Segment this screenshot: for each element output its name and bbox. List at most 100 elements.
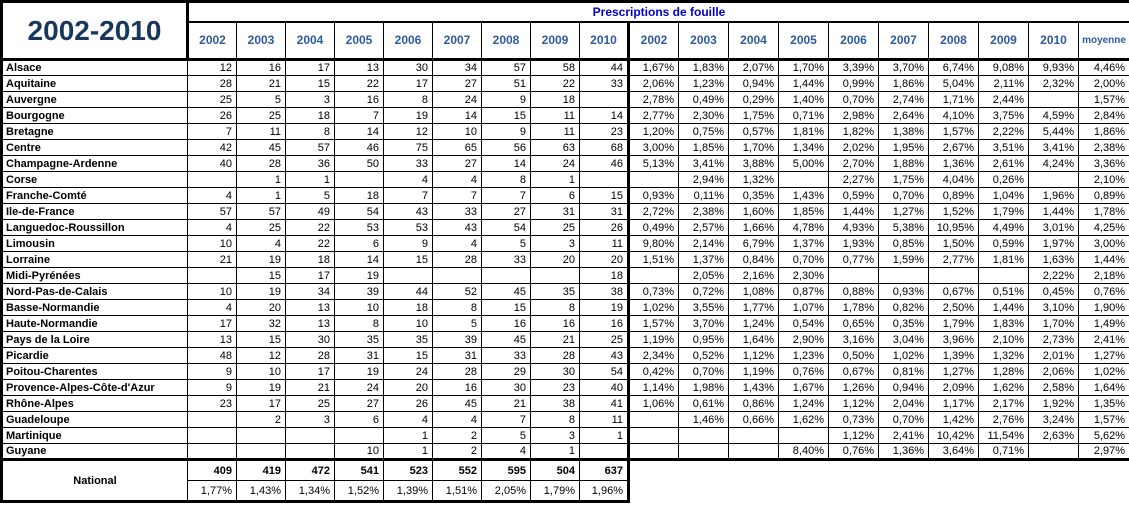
pct-cell: 1,12% — [728, 347, 779, 364]
region-name: Lorraine — [0, 251, 188, 268]
pct-cell: 2,73% — [1028, 331, 1079, 348]
count-cell: 30 — [383, 59, 433, 76]
count-year-header: 2009 — [530, 21, 580, 61]
pct-cell: 0,42% — [627, 363, 679, 380]
count-cell: 22 — [285, 219, 335, 236]
pct-cell — [978, 267, 1029, 284]
pct-cell: 1,34% — [778, 139, 829, 156]
count-cell: 40 — [579, 379, 630, 396]
pct-cell — [627, 443, 679, 461]
count-cell: 15 — [236, 267, 286, 284]
pct-cell: 1,67% — [778, 379, 829, 396]
pct-cell: 0,26% — [978, 171, 1029, 188]
count-cell: 35 — [530, 283, 580, 300]
count-cell — [334, 427, 384, 444]
pct-cell: 3,01% — [1028, 219, 1079, 236]
count-cell: 28 — [285, 347, 335, 364]
region-name: Alsace — [0, 59, 188, 76]
national-count-cell: 541 — [334, 459, 384, 481]
count-cell: 45 — [432, 395, 482, 412]
count-cell: 25 — [579, 331, 630, 348]
count-cell: 19 — [579, 299, 630, 316]
pct-year-header: 2002 — [627, 21, 679, 61]
count-cell: 7 — [334, 107, 384, 124]
count-cell: 26 — [187, 107, 237, 124]
table-row: Martinique 1 2 5 3 1 1,12% 2,41% 10,42% 11,54% 2,6… — [0, 427, 1129, 444]
count-cell: 16 — [530, 315, 580, 332]
pct-cell: 0,66% — [728, 411, 779, 428]
count-cell: 31 — [530, 203, 580, 220]
pct-cell: 1,75% — [878, 171, 929, 188]
count-cell — [187, 267, 237, 284]
pct-cell: 4,78% — [778, 219, 829, 236]
count-cell: 17 — [285, 267, 335, 284]
pct-cell: 0,75% — [678, 123, 729, 140]
count-cell: 21 — [187, 251, 237, 268]
moyenne-cell: 2,18% — [1077, 267, 1129, 284]
pct-cell: 2,30% — [778, 267, 829, 284]
national-pct-cell: 1,51% — [432, 480, 482, 503]
region-name: Franche-Comté — [0, 187, 188, 204]
pct-cell: 3,51% — [978, 139, 1029, 156]
count-cell: 3 — [285, 91, 335, 108]
pct-cell: 1,50% — [928, 235, 979, 252]
count-cell: 43 — [383, 203, 433, 220]
table-row: Lorraine 21 19 18 14 15 28 33 20 20 1,51% 1,37% 0,84… — [0, 251, 1129, 268]
pct-cell: 2,11% — [978, 75, 1029, 92]
pct-cell: 2,50% — [928, 299, 979, 316]
pct-cell: 1,23% — [778, 347, 829, 364]
count-cell: 22 — [285, 235, 335, 252]
pct-cell: 0,94% — [728, 75, 779, 92]
pct-cell: 0,99% — [828, 75, 879, 92]
pct-cell: 1,79% — [928, 315, 979, 332]
count-cell: 1 — [579, 427, 630, 444]
count-cell: 12 — [236, 347, 286, 364]
count-cell: 4 — [432, 235, 482, 252]
pct-cell: 1,66% — [728, 219, 779, 236]
moyenne-cell: 1,49% — [1077, 315, 1129, 332]
pct-cell: 0,70% — [878, 187, 929, 204]
count-cell: 24 — [432, 91, 482, 108]
pct-cell: 0,94% — [878, 379, 929, 396]
count-cell: 14 — [481, 155, 531, 172]
void-area — [628, 459, 1129, 502]
count-cell — [187, 443, 237, 461]
count-cell: 15 — [579, 187, 630, 204]
moyenne-cell: 1,27% — [1077, 347, 1129, 364]
pct-cell: 1,07% — [778, 299, 829, 316]
pct-cell: 1,62% — [978, 379, 1029, 396]
count-cell: 18 — [285, 251, 335, 268]
pct-cell: 0,61% — [678, 395, 729, 412]
count-cell: 33 — [432, 203, 482, 220]
pct-cell: 3,41% — [678, 155, 729, 172]
pct-cell: 2,77% — [627, 107, 679, 124]
pct-cell: 2,01% — [1028, 347, 1079, 364]
table-row: Basse-Normandie 4 20 13 10 18 8 15 8 19 1,02% 3,55%… — [0, 299, 1129, 316]
count-cell — [579, 443, 630, 461]
count-cell: 17 — [285, 363, 335, 380]
count-cell: 6 — [334, 235, 384, 252]
region-name: Bretagne — [0, 123, 188, 140]
count-cell: 20 — [579, 251, 630, 268]
count-cell: 31 — [432, 347, 482, 364]
pct-cell: 1,02% — [878, 347, 929, 364]
table-row: Alsace 12 16 17 13 30 34 57 58 44 1,67% 1,83% 2,07% 1… — [0, 59, 1129, 76]
count-cell: 15 — [383, 251, 433, 268]
count-cell: 57 — [285, 139, 335, 156]
pct-cell: 0,95% — [678, 331, 729, 348]
count-cell: 18 — [285, 107, 335, 124]
pct-cell: 2,02% — [828, 139, 879, 156]
pct-cell: 0,73% — [828, 411, 879, 428]
pct-cell: 3,16% — [828, 331, 879, 348]
pct-cell: 1,23% — [678, 75, 729, 92]
pct-cell: 3,88% — [728, 155, 779, 172]
region-name: Poitou-Charentes — [0, 363, 188, 380]
pct-year-header: 2004 — [728, 21, 779, 61]
pct-cell — [678, 427, 729, 444]
pct-cell: 1,19% — [728, 363, 779, 380]
moyenne-cell: 4,46% — [1077, 59, 1129, 76]
count-cell: 8 — [285, 123, 335, 140]
pct-cell: 5,04% — [928, 75, 979, 92]
count-year-header: 2005 — [334, 21, 384, 61]
count-cell: 53 — [383, 219, 433, 236]
